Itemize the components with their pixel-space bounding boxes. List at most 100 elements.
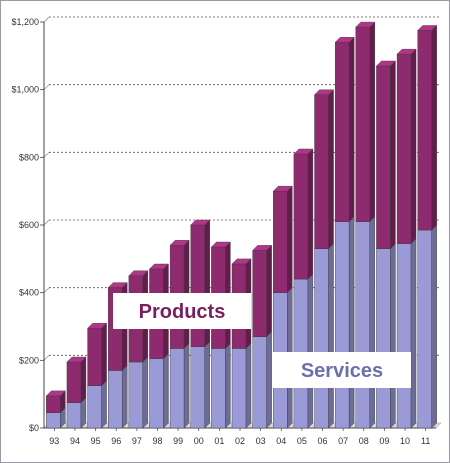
bar-10-products xyxy=(396,53,412,244)
bar-08-products-side xyxy=(369,21,375,223)
bar-02-services-side xyxy=(245,343,252,429)
bar-94-services xyxy=(66,402,82,429)
bar-98-services-side xyxy=(163,353,169,429)
bar-08-products-top xyxy=(355,21,376,28)
bar-06-services-side xyxy=(328,243,334,429)
x-tick-label: 06 xyxy=(318,436,328,446)
legend-products: Products xyxy=(113,293,251,329)
bar-94-products xyxy=(66,361,82,403)
bar-05-products-top xyxy=(293,148,314,155)
bar-06-products-top xyxy=(314,89,335,95)
bar-11-products-top xyxy=(417,25,438,31)
x-tick-label: 93 xyxy=(49,436,59,446)
bar-11-services-side xyxy=(431,224,437,429)
bar-10-services-side xyxy=(410,238,417,429)
x-tick-label: 00 xyxy=(194,436,204,446)
bar-08-products xyxy=(355,26,370,222)
bar-10-products-top xyxy=(396,48,417,55)
bar-95-products xyxy=(87,327,102,386)
x-tick-label: 09 xyxy=(379,436,389,446)
bar-96-services-side xyxy=(122,365,128,429)
bar-04-products-top xyxy=(272,185,293,192)
grid-line-side xyxy=(43,355,50,361)
y-tick-label: $400 xyxy=(19,288,39,298)
bar-05-products-side xyxy=(307,148,314,280)
bar-97-products-top xyxy=(128,270,149,276)
y-tick-label: $1,200 xyxy=(11,17,39,27)
bar-00-services xyxy=(190,346,205,429)
bar-07-services xyxy=(334,221,350,429)
bar-93-products xyxy=(46,395,61,413)
bar-04-products xyxy=(273,190,288,293)
bar-03-products-side xyxy=(266,244,272,338)
bar-95-services-side xyxy=(101,380,107,429)
x-tick-label: 94 xyxy=(70,436,80,446)
bar-93-services xyxy=(46,412,61,429)
bar-95-services xyxy=(87,385,102,429)
bar-94-products-top xyxy=(66,356,87,363)
bar-08-services xyxy=(355,221,370,429)
x-tick-label: 95 xyxy=(91,436,101,446)
x-tick-label: 11 xyxy=(421,436,430,446)
bar-03-products-top xyxy=(252,245,273,251)
bar-07-products xyxy=(334,42,350,222)
bar-10-services xyxy=(396,243,412,429)
y-tick-label: $600 xyxy=(19,220,39,230)
bar-98-products-top xyxy=(148,263,169,270)
bar-09-services xyxy=(376,248,391,429)
bar-06-services xyxy=(314,248,329,429)
y-tick-label: $200 xyxy=(19,355,39,365)
x-tick-label: 08 xyxy=(359,436,369,446)
bar-09-products-side xyxy=(390,60,396,250)
bar-05-products xyxy=(293,153,309,280)
bar-95-products-top xyxy=(87,322,108,329)
bar-01-services-side xyxy=(225,343,231,429)
y-tick-label: $0 xyxy=(29,423,39,433)
bar-09-services-side xyxy=(390,243,396,429)
y-tick-label: $1,000 xyxy=(11,85,39,95)
bar-09-products xyxy=(376,65,391,249)
bar-03-products xyxy=(252,250,267,337)
x-tick-label: 99 xyxy=(173,436,183,446)
x-tick-labels: 93 94 95 96 97 98 99 00 01 02 03 04 05 06 07 08 09 10 11 xyxy=(49,436,430,446)
bar-07-services-side xyxy=(348,216,355,429)
x-tick-label: 97 xyxy=(132,436,142,446)
bar-03-services-side xyxy=(266,331,272,429)
x-tick-label: 10 xyxy=(400,436,410,446)
bar-06-products-side xyxy=(328,89,334,250)
bar-99-services xyxy=(169,348,185,429)
bar-94-services-side xyxy=(80,397,87,429)
bar-11-products-side xyxy=(431,24,437,231)
bar-09-products-top xyxy=(375,60,396,67)
bar-03-services xyxy=(252,336,267,429)
y-tick-label: $800 xyxy=(19,152,39,162)
bar-02-services xyxy=(231,348,247,429)
grid-line-side xyxy=(43,152,50,158)
x-tick-label: 04 xyxy=(276,436,286,446)
bar-96-services xyxy=(108,370,123,429)
bar-11-services xyxy=(417,229,432,429)
y-tick-labels: $0 $200 $400 $600 $800 $1,000 $1,200 xyxy=(11,17,39,433)
x-tick-label: 03 xyxy=(256,436,266,446)
grid-line-side xyxy=(43,84,50,90)
x-tick-label: 96 xyxy=(111,436,121,446)
bar-06-products xyxy=(314,94,329,249)
bar-01-services xyxy=(211,348,226,429)
bar-97-services xyxy=(128,361,144,429)
bar-08-services-side xyxy=(369,216,375,429)
bar-07-products-top xyxy=(334,37,355,43)
legend-services: Services xyxy=(273,352,411,388)
bar-97-services-side xyxy=(142,356,149,429)
bar-95-products-side xyxy=(101,322,107,387)
bar-07-products-side xyxy=(348,36,355,223)
bar-01-products-top xyxy=(210,241,231,248)
grid-line-side xyxy=(43,219,50,226)
grid-line-side xyxy=(43,287,50,293)
bar-00-services-side xyxy=(204,341,210,429)
bar-98-services xyxy=(149,358,164,429)
x-tick-label: 01 xyxy=(214,436,224,446)
legend-products-label: Products xyxy=(139,301,226,323)
bar-02-products-top xyxy=(231,258,252,265)
x-tick-label: 02 xyxy=(235,436,245,446)
x-tick-label: 05 xyxy=(297,436,307,446)
